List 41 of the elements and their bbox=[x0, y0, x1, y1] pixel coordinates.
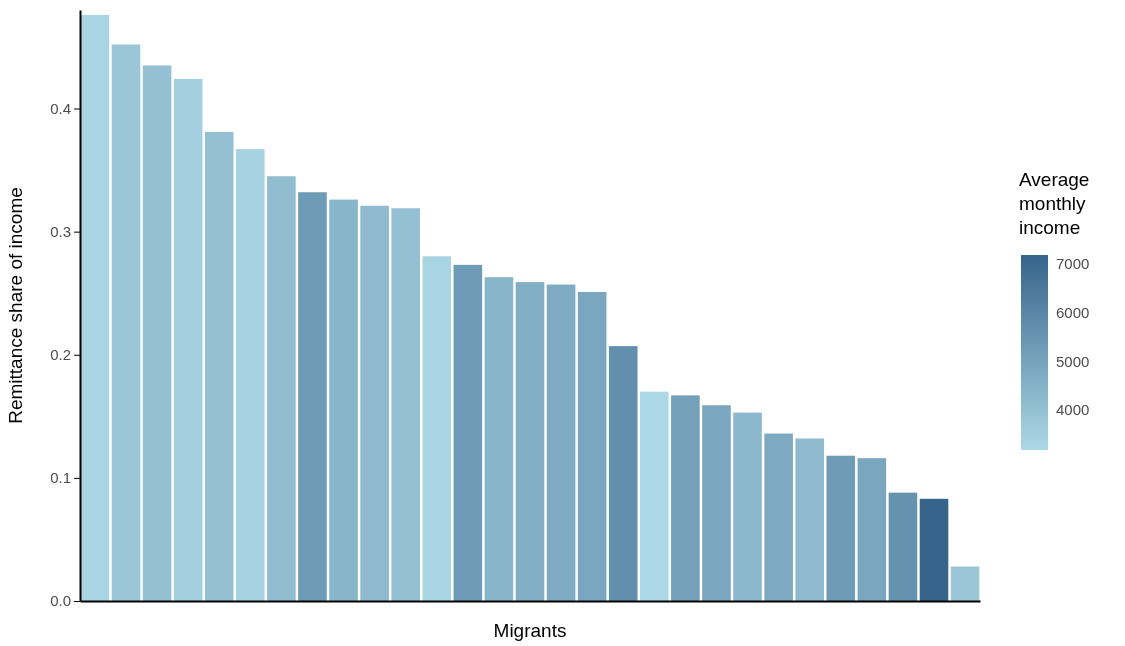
bar bbox=[267, 176, 296, 601]
color-bar-label: 5000 bbox=[1056, 352, 1090, 370]
bar bbox=[173, 78, 203, 601]
bar bbox=[888, 492, 918, 601]
y-tick-label: 0.0 bbox=[50, 592, 71, 610]
x-axis-title: Migrants bbox=[493, 620, 567, 641]
bar bbox=[391, 208, 420, 601]
color-bar-label: 6000 bbox=[1056, 303, 1090, 321]
y-tick-label: 0.4 bbox=[50, 99, 71, 117]
bar bbox=[671, 395, 700, 601]
bar bbox=[484, 277, 514, 601]
bar bbox=[919, 498, 949, 601]
bar bbox=[795, 438, 824, 601]
y-tick-label: 0.2 bbox=[50, 346, 71, 364]
bar bbox=[608, 346, 638, 601]
color-bar-label: 7000 bbox=[1056, 255, 1090, 273]
bar bbox=[142, 65, 172, 601]
color-bar-title: Average monthly income bbox=[1019, 169, 1090, 238]
color-bar-label: 4000 bbox=[1056, 401, 1090, 419]
y-axis-title: Remittance share of income bbox=[5, 187, 26, 424]
bar bbox=[733, 412, 762, 601]
bar bbox=[764, 433, 793, 601]
bar bbox=[453, 264, 483, 601]
y-tick-label: 0.3 bbox=[50, 222, 71, 240]
bar bbox=[111, 44, 141, 601]
bar bbox=[577, 291, 607, 601]
bar bbox=[950, 566, 980, 601]
bar bbox=[515, 282, 545, 601]
bar bbox=[329, 199, 358, 601]
bar bbox=[80, 14, 110, 601]
y-tick-label: 0.1 bbox=[50, 469, 71, 487]
bar bbox=[204, 131, 234, 601]
bar bbox=[546, 284, 576, 601]
bar bbox=[640, 391, 669, 601]
bar bbox=[360, 205, 389, 601]
bar bbox=[702, 405, 731, 601]
bar bbox=[826, 455, 856, 601]
bar bbox=[857, 458, 887, 601]
bar bbox=[298, 192, 327, 601]
bar bbox=[236, 149, 265, 601]
bar bbox=[422, 256, 452, 601]
